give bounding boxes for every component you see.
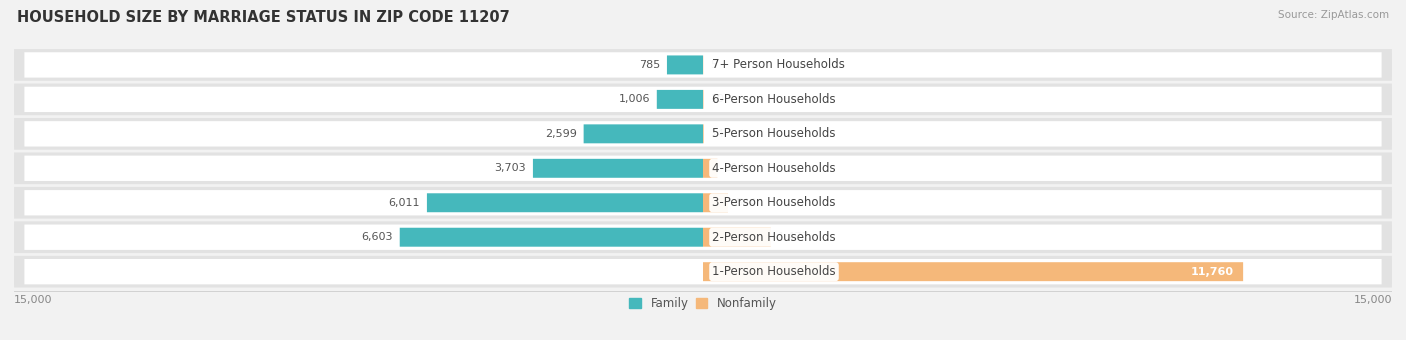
Text: 1-Person Households: 1-Person Households <box>713 265 835 278</box>
FancyBboxPatch shape <box>427 193 703 212</box>
Text: Source: ZipAtlas.com: Source: ZipAtlas.com <box>1278 10 1389 20</box>
Text: 6,011: 6,011 <box>388 198 420 208</box>
FancyBboxPatch shape <box>24 259 1382 284</box>
FancyBboxPatch shape <box>14 49 1392 81</box>
FancyBboxPatch shape <box>533 159 703 178</box>
FancyBboxPatch shape <box>666 55 703 74</box>
Text: 1,477: 1,477 <box>778 232 810 242</box>
Text: 1,006: 1,006 <box>619 95 650 104</box>
FancyBboxPatch shape <box>703 262 1243 281</box>
Text: 314: 314 <box>724 163 745 173</box>
FancyBboxPatch shape <box>14 84 1392 115</box>
FancyBboxPatch shape <box>657 90 703 109</box>
FancyBboxPatch shape <box>24 224 1382 250</box>
FancyBboxPatch shape <box>24 52 1382 78</box>
Text: 3-Person Households: 3-Person Households <box>713 196 835 209</box>
FancyBboxPatch shape <box>14 152 1392 184</box>
FancyBboxPatch shape <box>583 124 703 143</box>
Text: 7+ Person Households: 7+ Person Households <box>713 58 845 71</box>
FancyBboxPatch shape <box>703 228 770 247</box>
Text: 4-Person Households: 4-Person Households <box>713 162 835 175</box>
FancyBboxPatch shape <box>14 256 1392 288</box>
FancyBboxPatch shape <box>14 187 1392 219</box>
FancyBboxPatch shape <box>24 156 1382 181</box>
FancyBboxPatch shape <box>24 121 1382 147</box>
Legend: Family, Nonfamily: Family, Nonfamily <box>630 297 776 310</box>
Text: 5-Person Households: 5-Person Households <box>713 128 835 140</box>
Text: 5: 5 <box>710 60 717 70</box>
Text: 3,703: 3,703 <box>495 163 526 173</box>
Text: 544: 544 <box>735 198 756 208</box>
Text: 6-Person Households: 6-Person Households <box>713 93 835 106</box>
Text: 785: 785 <box>638 60 659 70</box>
Text: 14: 14 <box>710 129 724 139</box>
Text: 2-Person Households: 2-Person Households <box>713 231 835 244</box>
Text: 15,000: 15,000 <box>14 295 52 305</box>
Text: 6,603: 6,603 <box>361 232 392 242</box>
Text: 2,599: 2,599 <box>546 129 576 139</box>
FancyBboxPatch shape <box>14 221 1392 253</box>
Text: 15,000: 15,000 <box>1354 295 1392 305</box>
FancyBboxPatch shape <box>14 118 1392 150</box>
FancyBboxPatch shape <box>703 159 717 178</box>
Text: 11,760: 11,760 <box>1191 267 1234 277</box>
FancyBboxPatch shape <box>703 193 728 212</box>
Text: HOUSEHOLD SIZE BY MARRIAGE STATUS IN ZIP CODE 11207: HOUSEHOLD SIZE BY MARRIAGE STATUS IN ZIP… <box>17 10 509 25</box>
Text: 10: 10 <box>710 95 724 104</box>
FancyBboxPatch shape <box>399 228 703 247</box>
FancyBboxPatch shape <box>24 87 1382 112</box>
FancyBboxPatch shape <box>24 190 1382 216</box>
